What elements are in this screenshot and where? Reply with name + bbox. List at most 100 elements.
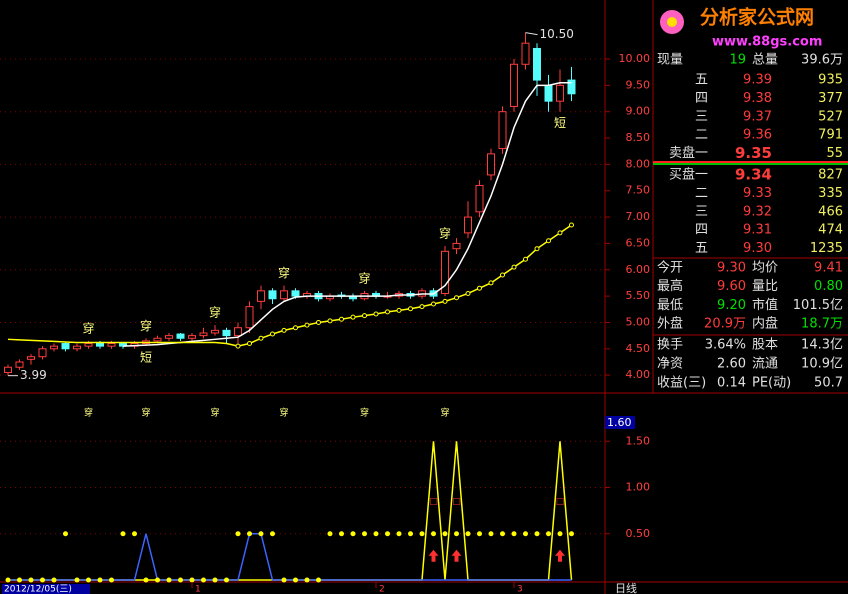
signal-text: □ xyxy=(452,497,461,507)
book-price: 9.34 xyxy=(735,166,772,184)
signal-label: 穿 xyxy=(140,318,152,333)
stat-value: 0.80 xyxy=(814,279,843,294)
candle-body xyxy=(153,337,162,342)
book-volume: 1235 xyxy=(810,241,843,256)
signal-label: 穿 xyxy=(84,407,93,419)
x-tick-label: 1 xyxy=(195,585,201,594)
candle-body xyxy=(73,345,81,350)
dot xyxy=(143,577,149,583)
book-label: 五 xyxy=(695,241,708,256)
book-price: 9.36 xyxy=(743,128,772,143)
stat-label: 均价 xyxy=(752,261,778,276)
candle-body xyxy=(452,242,461,250)
ma-dot xyxy=(304,322,310,328)
book-label: 三 xyxy=(695,109,708,124)
dot xyxy=(97,577,103,583)
stat-value: 9.60 xyxy=(717,279,746,294)
candle-body xyxy=(107,343,116,347)
top-row: 19 xyxy=(729,53,746,68)
y-tick-label: 9.50 xyxy=(626,78,651,91)
candle-body xyxy=(199,332,208,337)
stat-value: 3.64% xyxy=(705,338,746,353)
ma-dot xyxy=(500,272,505,278)
dot xyxy=(465,531,471,537)
dot xyxy=(350,531,356,537)
dot xyxy=(293,577,298,583)
ma-dot xyxy=(235,343,241,349)
dot xyxy=(569,531,574,537)
candle-body xyxy=(61,343,70,350)
dot xyxy=(63,531,68,537)
dot xyxy=(120,531,126,537)
ma-dot xyxy=(442,298,448,304)
stat-value: 10.9亿 xyxy=(801,357,843,372)
signal-text: □ xyxy=(429,497,438,507)
candle-body xyxy=(556,84,564,102)
ma-dot xyxy=(373,311,379,317)
candle-body xyxy=(498,111,507,150)
stat-label: 收益(三) xyxy=(657,376,706,391)
dot xyxy=(442,531,448,537)
book-volume: 527 xyxy=(818,109,843,124)
book-label: 二 xyxy=(695,186,708,201)
ma-dot xyxy=(408,306,413,312)
candle-body xyxy=(475,184,484,213)
top-row: 总量 xyxy=(752,53,778,68)
candle-body xyxy=(521,42,530,65)
signal-arrow xyxy=(555,549,565,562)
dot xyxy=(534,531,540,537)
candle-body xyxy=(280,290,288,300)
stat-label: 最低 xyxy=(657,298,683,313)
candle-body xyxy=(84,343,93,347)
y-tick-label: 7.50 xyxy=(626,184,651,197)
ma-dot xyxy=(557,230,563,236)
current-label: 1.60 xyxy=(607,416,632,429)
dot xyxy=(212,577,218,583)
stat-value: 50.7 xyxy=(814,376,843,391)
stat-label: 内盘 xyxy=(752,316,778,332)
dot xyxy=(304,577,310,583)
ma-dot xyxy=(281,327,287,333)
stat-value: 9.20 xyxy=(717,298,746,313)
ma-dot xyxy=(316,319,321,325)
ma-dot xyxy=(327,318,333,324)
dot xyxy=(546,531,551,537)
dot xyxy=(408,531,413,537)
book-label: 二 xyxy=(695,128,708,143)
signal-label: 穿 xyxy=(141,407,150,419)
stat-value: 9.30 xyxy=(717,261,746,276)
dot xyxy=(166,577,172,583)
book-price: 9.39 xyxy=(743,73,772,88)
stat-label: 股本 xyxy=(752,338,778,353)
stat-value: 14.3亿 xyxy=(801,338,843,353)
y-tick-label: 0.50 xyxy=(626,527,651,540)
book-label: 四 xyxy=(695,223,708,238)
candle-body xyxy=(291,290,300,297)
y-tick-label: 10.00 xyxy=(619,52,651,65)
y-tick-label: 9.00 xyxy=(626,105,651,118)
stat-value: 9.41 xyxy=(814,261,843,276)
dot xyxy=(28,577,34,583)
ma-dot xyxy=(350,314,356,320)
signal-label: 穿 xyxy=(279,407,288,419)
dot xyxy=(5,577,11,583)
candle-body xyxy=(257,290,265,302)
book-volume: 935 xyxy=(818,73,843,88)
book-label: 四 xyxy=(695,91,708,106)
dot xyxy=(51,577,57,583)
candle-body xyxy=(510,63,518,107)
ma-dot xyxy=(293,325,298,331)
dot xyxy=(373,531,379,537)
ma-line xyxy=(122,81,572,347)
dot xyxy=(477,531,482,537)
candle-body xyxy=(567,79,576,95)
book-price: 9.37 xyxy=(743,109,772,124)
stat-value: 0.14 xyxy=(717,376,746,391)
signal-label: 穿 xyxy=(209,305,221,320)
signal-label: 穿 xyxy=(278,265,290,280)
low-label: 3.99 xyxy=(20,368,47,382)
ma-dot xyxy=(396,307,402,313)
candle-body xyxy=(15,361,24,368)
